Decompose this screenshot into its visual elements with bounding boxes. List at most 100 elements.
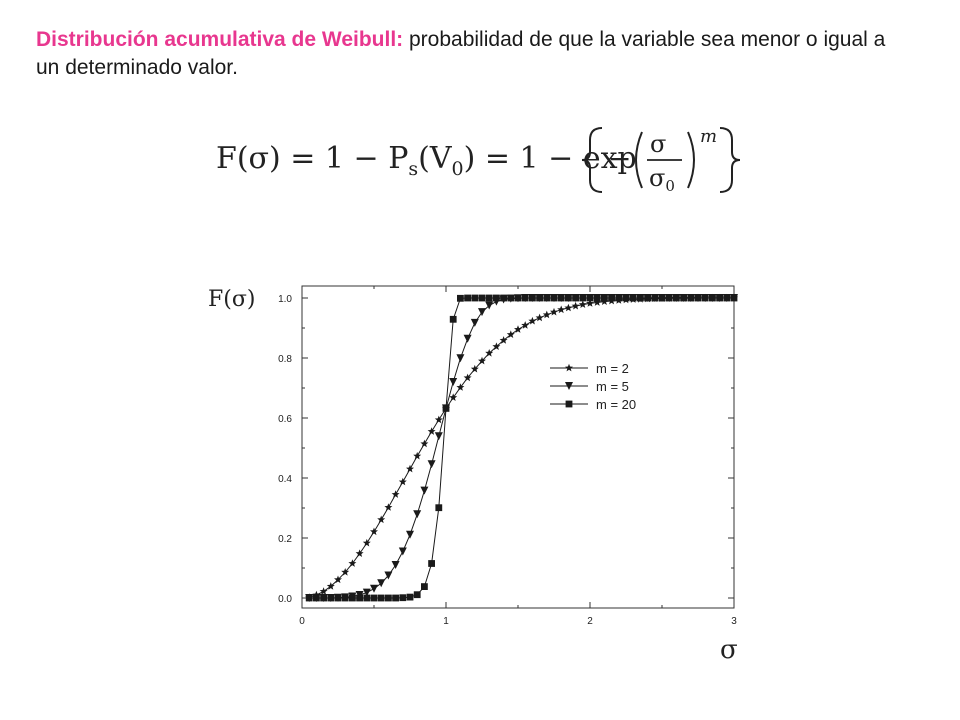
data-point <box>571 301 580 310</box>
data-point <box>398 547 407 556</box>
data-point <box>550 307 558 316</box>
data-point <box>499 336 508 344</box>
data-point <box>478 294 486 302</box>
data-point <box>370 594 378 602</box>
data-point <box>456 383 465 391</box>
intro-rest: probabilidad de que la variable sea meno… <box>36 28 886 79</box>
data-point <box>449 315 457 323</box>
formula-lhs: F(σ) = 1 − Ps(V0) = 1 − exp <box>216 141 637 180</box>
data-point <box>391 561 400 569</box>
data-point <box>456 354 465 363</box>
legend: m = 2 m = 5 m = 20 <box>550 361 636 412</box>
data-point <box>326 582 335 590</box>
data-point <box>507 294 515 302</box>
y-tick-label: 0.0 <box>278 594 292 605</box>
data-point <box>673 294 680 302</box>
data-point <box>622 294 630 302</box>
data-point <box>370 527 378 536</box>
data-point <box>427 427 436 435</box>
data-point <box>579 294 587 302</box>
data-point <box>485 301 494 310</box>
data-point <box>392 594 399 602</box>
formula-right-paren <box>687 131 695 189</box>
data-point <box>319 587 328 595</box>
data-point <box>434 415 443 424</box>
y-tick-label: 1.0 <box>278 294 292 305</box>
data-point <box>687 294 695 302</box>
series-star <box>305 293 738 601</box>
data-point <box>362 588 371 597</box>
formula-mid2: ) = 1 − exp <box>464 141 637 176</box>
data-point <box>601 294 608 302</box>
data-point <box>413 451 422 460</box>
data-point <box>615 294 623 302</box>
data-point <box>370 584 378 593</box>
data-point <box>694 294 702 302</box>
data-point <box>384 503 393 511</box>
data-point <box>578 300 587 308</box>
x-tick-label: 3 <box>731 616 737 627</box>
formula-minus: − <box>608 142 631 175</box>
series-square <box>305 294 738 602</box>
data-point <box>557 294 565 302</box>
data-point <box>349 594 356 602</box>
formula-v-sub: 0 <box>452 158 464 180</box>
data-point <box>399 594 407 602</box>
data-point <box>377 579 386 588</box>
formula-frac-den: σ0 <box>649 164 675 195</box>
data-point <box>356 594 363 602</box>
data-point <box>427 460 436 469</box>
data-point <box>406 593 414 601</box>
data-point <box>413 591 421 599</box>
y-axis-title: F(σ) <box>208 287 255 312</box>
x-tick-label: 2 <box>587 616 593 627</box>
data-point <box>463 373 472 382</box>
data-point <box>385 594 392 602</box>
x-axis-title: σ <box>720 635 738 665</box>
data-point <box>665 294 673 302</box>
data-point <box>327 594 335 602</box>
y-tick-label: 0.4 <box>278 474 292 485</box>
data-point <box>521 321 530 329</box>
y-tick-label: 0.2 <box>278 534 292 545</box>
data-point <box>485 294 493 302</box>
formula-left-paren <box>635 131 643 189</box>
data-point <box>542 310 551 319</box>
series-group <box>305 293 738 602</box>
data-point <box>413 510 422 519</box>
data-point <box>651 294 659 302</box>
data-point <box>500 294 507 302</box>
data-point <box>478 356 486 365</box>
data-point <box>463 334 472 343</box>
data-point <box>406 530 414 539</box>
x-tick-label: 0 <box>299 616 305 627</box>
legend-marker <box>565 382 573 390</box>
data-point <box>506 330 515 338</box>
data-point <box>457 294 464 302</box>
data-point <box>658 294 666 302</box>
data-point <box>543 294 551 302</box>
data-point <box>428 560 435 567</box>
data-point <box>709 294 716 302</box>
data-point <box>434 432 443 441</box>
data-point <box>478 308 486 317</box>
data-point <box>391 490 400 498</box>
data-point <box>536 294 543 302</box>
data-point <box>492 342 501 350</box>
data-point <box>485 349 494 357</box>
data-point <box>421 583 428 590</box>
x-tick-label: 1 <box>443 616 449 627</box>
data-point <box>521 294 529 302</box>
data-point <box>355 549 364 557</box>
data-point <box>398 477 407 486</box>
data-point <box>449 378 458 386</box>
data-point <box>514 294 522 302</box>
data-point <box>637 294 644 302</box>
data-point <box>608 294 615 302</box>
data-point <box>716 294 723 302</box>
data-point <box>529 294 536 302</box>
tick-marks: 0 1 2 3 0.0 0.2 0.4 0.6 0.8 1.0 <box>278 286 737 627</box>
series-triangle-down <box>305 294 738 602</box>
legend-label: m = 2 <box>596 361 629 376</box>
data-point <box>341 568 350 576</box>
